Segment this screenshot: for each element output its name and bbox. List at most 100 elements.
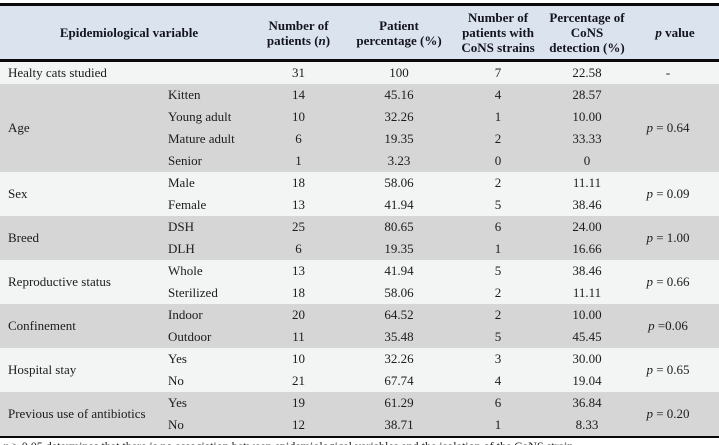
table-row: Healty cats studied 31 100 7 22.58 - — [0, 60, 719, 84]
cell-number-of-patients: 6 — [295, 131, 302, 146]
variable-subcategory: DSH — [168, 219, 195, 234]
footnote: p > 0.05 determines that there is no ass… — [0, 438, 719, 445]
cell-number-of-patients: 20 — [292, 307, 305, 322]
cell-patient-percentage: 3.23 — [387, 153, 411, 168]
table-header: Epidemiological variable Number of patie… — [0, 4, 719, 62]
cell-cons-detection-percentage: 28.57 — [572, 87, 602, 102]
cell-cons-detection-percentage: 10.00 — [572, 307, 602, 322]
header-row: Epidemiological variable Number of patie… — [0, 4, 719, 62]
cell-number-of-patients: 19 — [292, 395, 305, 410]
cell-patient-percentage: 32.26 — [384, 351, 414, 366]
table-row: Young adult 10 32.26 1 10.00 — [0, 106, 719, 128]
p-value: p = 0.09 — [646, 186, 690, 201]
table-row: Mature adult 6 19.35 2 33.33 — [0, 128, 719, 150]
header-patients-with-cons: Number of patients with CoNS strains — [453, 4, 543, 62]
cell-patients-with-cons: 4 — [494, 373, 502, 388]
table-row: Senior 1 3.23 0 0 — [0, 150, 719, 172]
variable-subcategory: Sterilized — [168, 285, 218, 300]
table-row: Outdoor 11 35.48 5 45.45 — [0, 326, 719, 348]
cell-patient-percentage: 58.06 — [384, 285, 414, 300]
cell-number-of-patients: 13 — [292, 263, 305, 278]
cell-number-of-patients: 12 — [292, 417, 305, 432]
cell-patients-with-cons: 2 — [494, 175, 502, 190]
cell-patients-with-cons: 7 — [494, 65, 502, 80]
variable-subcategory: No — [168, 373, 184, 388]
variable-subcategory: Senior — [168, 153, 202, 168]
variable-group-label: Reproductive status — [8, 274, 111, 289]
p-value: p = 1.00 — [646, 230, 690, 245]
cell-cons-detection-percentage: 38.46 — [572, 197, 602, 212]
cell-patient-percentage: 67.74 — [384, 373, 414, 388]
table-row: Breed DSH 25 80.65 6 24.00 p = 1.00 — [0, 216, 719, 245]
cell-cons-detection-percentage: 36.84 — [572, 395, 602, 410]
cell-patient-percentage: 38.71 — [384, 417, 414, 432]
cell-cons-detection-percentage: 22.58 — [572, 65, 602, 80]
cell-patient-percentage: 45.16 — [384, 87, 414, 102]
cell-patient-percentage: 64.52 — [384, 307, 414, 322]
variable-subcategory: DLH — [168, 241, 195, 256]
cell-number-of-patients: 21 — [292, 373, 305, 388]
cell-patient-percentage: 61.29 — [384, 395, 414, 410]
cell-cons-detection-percentage: 30.00 — [572, 351, 602, 366]
cell-cons-detection-percentage: 24.00 — [572, 219, 602, 234]
cell-cons-detection-percentage: 38.46 — [572, 263, 602, 278]
cell-patient-percentage: 19.35 — [384, 131, 414, 146]
table-row: Hospital stay Yes 10 32.26 3 30.00 p = 0.65 — [0, 348, 719, 377]
cell-number-of-patients: 11 — [292, 329, 305, 344]
table-row: No 21 67.74 4 19.04 — [0, 370, 719, 392]
cell-cons-detection-percentage: 19.04 — [572, 373, 602, 388]
header-patient-percentage: Patient percentage (%) — [345, 4, 453, 62]
cell-number-of-patients: 1 — [295, 153, 302, 168]
variable-subcategory: Indoor — [168, 307, 203, 322]
header-epidemiological-variable: Epidemiological variable — [0, 4, 252, 62]
cell-patients-with-cons: 0 — [494, 153, 502, 168]
variable-subcategory: Kitten — [168, 87, 201, 102]
cell-patients-with-cons: 6 — [494, 395, 502, 410]
table-row: No 12 38.71 1 8.33 — [0, 414, 719, 437]
cell-patient-percentage: 19.35 — [384, 241, 414, 256]
cell-patients-with-cons: 4 — [494, 87, 502, 102]
cell-cons-detection-percentage: 33.33 — [572, 131, 602, 146]
cell-number-of-patients: 25 — [292, 219, 305, 234]
variable-subcategory: No — [168, 417, 184, 432]
cell-number-of-patients: 31 — [292, 65, 305, 80]
p-value: p = 0.64 — [646, 120, 690, 135]
variable-subcategory: Whole — [168, 263, 203, 278]
cell-patients-with-cons: 2 — [494, 307, 502, 322]
cell-patient-percentage: 100 — [389, 65, 409, 80]
cell-number-of-patients: 10 — [292, 109, 305, 124]
cell-cons-detection-percentage: 11.11 — [572, 285, 602, 300]
cell-number-of-patients: 13 — [292, 197, 305, 212]
p-value: p = 0.20 — [646, 406, 690, 421]
footnote-p-symbol: p — [3, 439, 9, 445]
cell-number-of-patients: 18 — [292, 285, 305, 300]
cell-patient-percentage: 32.26 — [384, 109, 414, 124]
cell-number-of-patients: 6 — [295, 241, 302, 256]
p-value: p = 0.66 — [646, 274, 690, 289]
p-value: p = 0.65 — [646, 362, 690, 377]
variable-subcategory: Outdoor — [168, 329, 212, 344]
cell-cons-detection-percentage: 45.45 — [572, 329, 602, 344]
variable-group-label: Breed — [8, 230, 40, 245]
cell-patients-with-cons: 2 — [494, 285, 502, 300]
table-row: Previous use of antibiotics Yes 19 61.29 6 36… — [0, 392, 719, 421]
variable-group-label: Hospital stay — [8, 362, 77, 377]
cell-patient-percentage: 41.94 — [384, 197, 414, 212]
variable-subcategory: Young adult — [168, 109, 232, 124]
variable-group-label: Confinement — [8, 318, 76, 333]
table-row: Sex Male 18 58.06 2 11.11 p = 0.09 — [0, 172, 719, 201]
cell-cons-detection-percentage: 8.33 — [575, 417, 599, 432]
cell-patients-with-cons: 5 — [494, 197, 502, 212]
footnote-text: > 0.05 determines that there is no assoc… — [9, 439, 576, 445]
variable-subcategory: Male — [168, 175, 195, 190]
cell-number-of-patients: 18 — [292, 175, 305, 190]
cell-patients-with-cons: 1 — [494, 109, 502, 124]
cell-patients-with-cons: 2 — [494, 131, 502, 146]
table-row: Female 13 41.94 5 38.46 — [0, 194, 719, 216]
cell-number-of-patients: 14 — [292, 87, 305, 102]
cell-cons-detection-percentage: 0 — [583, 153, 591, 168]
cell-cons-detection-percentage: 10.00 — [572, 109, 602, 124]
cell-patient-percentage: 35.48 — [384, 329, 414, 344]
p-value: p =0.06 — [648, 318, 688, 333]
